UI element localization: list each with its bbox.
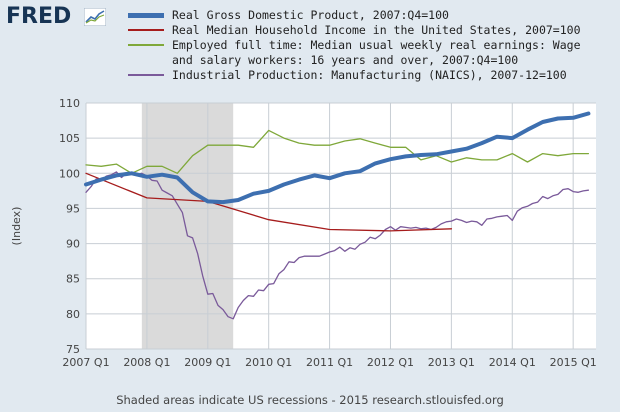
- y-tick-label: 105: [59, 132, 80, 145]
- y-tick-label: 100: [59, 167, 80, 180]
- x-tick-label: 2012 Q1: [367, 356, 414, 369]
- legend-label: Real Median Household Income in the Unit…: [172, 23, 581, 37]
- legend-label: Real Gross Domestic Product, 2007:Q4=100: [172, 8, 449, 22]
- legend-item-4: Industrial Production: Manufacturing (NA…: [128, 68, 608, 83]
- y-tick-label: 80: [66, 308, 80, 321]
- line-chart: 75 80 85 90 95 100 105 110 2007 Q1 2008 Q1 2009 Q1…: [10, 97, 597, 369]
- y-tick-label: 110: [59, 97, 80, 110]
- legend-swatch: [128, 29, 164, 31]
- legend-swatch: [128, 13, 164, 18]
- x-tick-label: 2007 Q1: [62, 356, 109, 369]
- y-tick-label: 95: [66, 202, 80, 215]
- x-tick-label: 2009 Q1: [184, 356, 231, 369]
- x-tick-label: 2015 Q1: [550, 356, 597, 369]
- legend-swatch: [128, 44, 164, 46]
- legend-swatch: [128, 74, 164, 76]
- legend-item-2: Real Median Household Income in the Unit…: [128, 23, 608, 38]
- y-tick-label: 75: [66, 343, 80, 356]
- series-line-3: [85, 129, 590, 174]
- recession-footer-note: Shaded areas indicate US recessions - 20…: [116, 393, 504, 407]
- y-axis-label: (Index): [10, 207, 23, 246]
- legend-item-3: Employed full time: Median usual weekly …: [128, 38, 608, 68]
- x-tick-label: 2011 Q1: [306, 356, 353, 369]
- legend-label: Employed full time: Median usual weekly …: [172, 38, 581, 67]
- series-line-2: [85, 172, 453, 232]
- legend-label: Industrial Production: Manufacturing (NA…: [172, 68, 567, 82]
- series-line-4: [85, 171, 590, 320]
- x-tick-label: 2008 Q1: [123, 356, 170, 369]
- series-line-1: [84, 111, 591, 205]
- y-tick-label: 90: [66, 238, 80, 251]
- legend-item-1: Real Gross Domestic Product, 2007:Q4=100: [128, 8, 608, 23]
- y-tick-label: 85: [66, 273, 80, 286]
- x-tick-label: 2010 Q1: [245, 356, 292, 369]
- x-tick-label: 2014 Q1: [489, 356, 536, 369]
- trend-chart-icon: [84, 8, 106, 26]
- fred-logo[interactable]: FRED: [6, 4, 72, 29]
- x-tick-label: 2013 Q1: [428, 356, 475, 369]
- chart-legend: Real Gross Domestic Product, 2007:Q4=100…: [128, 8, 608, 83]
- recession-shading: [141, 103, 234, 349]
